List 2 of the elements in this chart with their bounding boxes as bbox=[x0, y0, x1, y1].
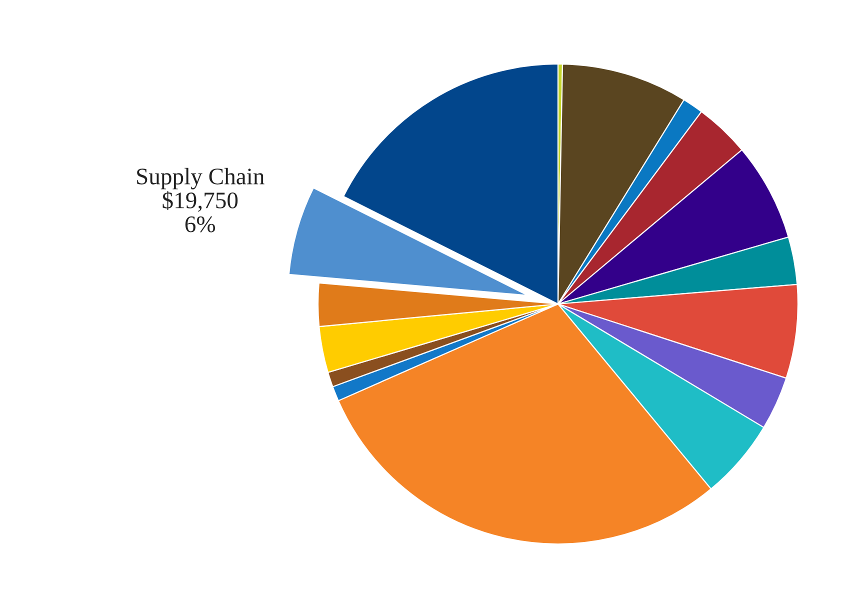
data-label: $19,750 6% bbox=[162, 191, 238, 232]
slice-label: Supply Chain bbox=[137, 168, 264, 190]
